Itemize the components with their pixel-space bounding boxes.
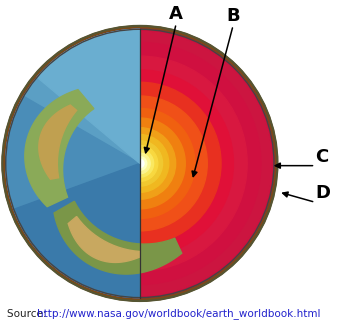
Polygon shape xyxy=(68,216,140,263)
Polygon shape xyxy=(25,90,94,207)
Text: A: A xyxy=(169,5,183,23)
Circle shape xyxy=(6,29,274,298)
Wedge shape xyxy=(6,96,140,266)
Text: D: D xyxy=(315,184,330,202)
Circle shape xyxy=(8,31,272,295)
Polygon shape xyxy=(39,105,77,179)
Text: http://www.nasa.gov/worldbook/earth_worldbook.html: http://www.nasa.gov/worldbook/earth_worl… xyxy=(37,309,321,319)
Text: C: C xyxy=(315,148,329,165)
Circle shape xyxy=(136,159,144,167)
Wedge shape xyxy=(37,29,140,164)
Wedge shape xyxy=(6,29,140,298)
Circle shape xyxy=(133,157,147,170)
Text: B: B xyxy=(227,7,240,25)
Circle shape xyxy=(104,128,176,199)
Polygon shape xyxy=(54,201,182,274)
Circle shape xyxy=(19,42,261,285)
Circle shape xyxy=(73,96,207,231)
Circle shape xyxy=(46,70,233,257)
Circle shape xyxy=(2,26,277,301)
Circle shape xyxy=(94,118,185,209)
Text: Source:: Source: xyxy=(7,309,50,319)
Circle shape xyxy=(33,56,247,271)
Circle shape xyxy=(122,145,158,181)
Circle shape xyxy=(117,141,163,186)
Wedge shape xyxy=(14,164,140,298)
Circle shape xyxy=(130,153,150,174)
Circle shape xyxy=(111,135,169,192)
Circle shape xyxy=(85,108,195,218)
Circle shape xyxy=(126,150,154,177)
Circle shape xyxy=(59,82,221,245)
